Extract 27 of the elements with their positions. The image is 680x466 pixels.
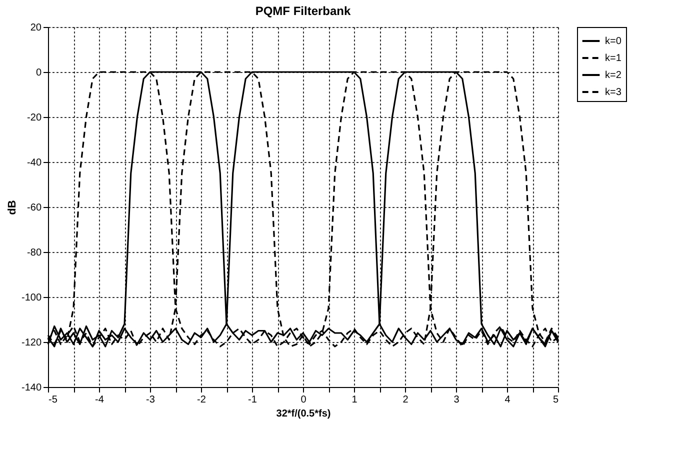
x-tick-label: 5	[552, 394, 559, 406]
y-tick-label: -120	[21, 338, 42, 348]
x-tick-label: -1	[248, 394, 258, 406]
y-tick-label: -80	[27, 248, 42, 258]
legend-label: k=2	[605, 70, 622, 81]
y-tick-label: 20	[30, 22, 42, 34]
y-tick-label: -40	[27, 158, 42, 168]
x-axis-title: 32*f/(0.5*fs)	[276, 408, 331, 420]
x-tick-label: 4	[504, 394, 511, 406]
y-tick-label: -100	[21, 292, 42, 304]
x-tick-label: 1	[352, 394, 358, 406]
chart-title: PQMF Filterbank	[255, 4, 351, 18]
x-tick-label: -5	[48, 394, 58, 406]
y-tick-label: -140	[21, 382, 42, 394]
x-tick-label: -2	[197, 394, 206, 406]
x-tick-label: 0	[300, 394, 307, 406]
y-tick-label: 0	[36, 68, 42, 78]
x-tick-label: 2	[402, 394, 409, 406]
legend-label: k=1	[605, 53, 622, 64]
x-tick-label: -3	[146, 394, 156, 406]
x-tick-label: -4	[95, 394, 104, 406]
legend-label: k=3	[605, 87, 622, 98]
y-axis-title: dB	[6, 200, 18, 215]
y-tick-label: -20	[27, 112, 42, 124]
x-tick-label: 3	[454, 394, 460, 406]
legend-label: k=0	[605, 36, 622, 47]
y-tick-label: -60	[27, 202, 42, 214]
